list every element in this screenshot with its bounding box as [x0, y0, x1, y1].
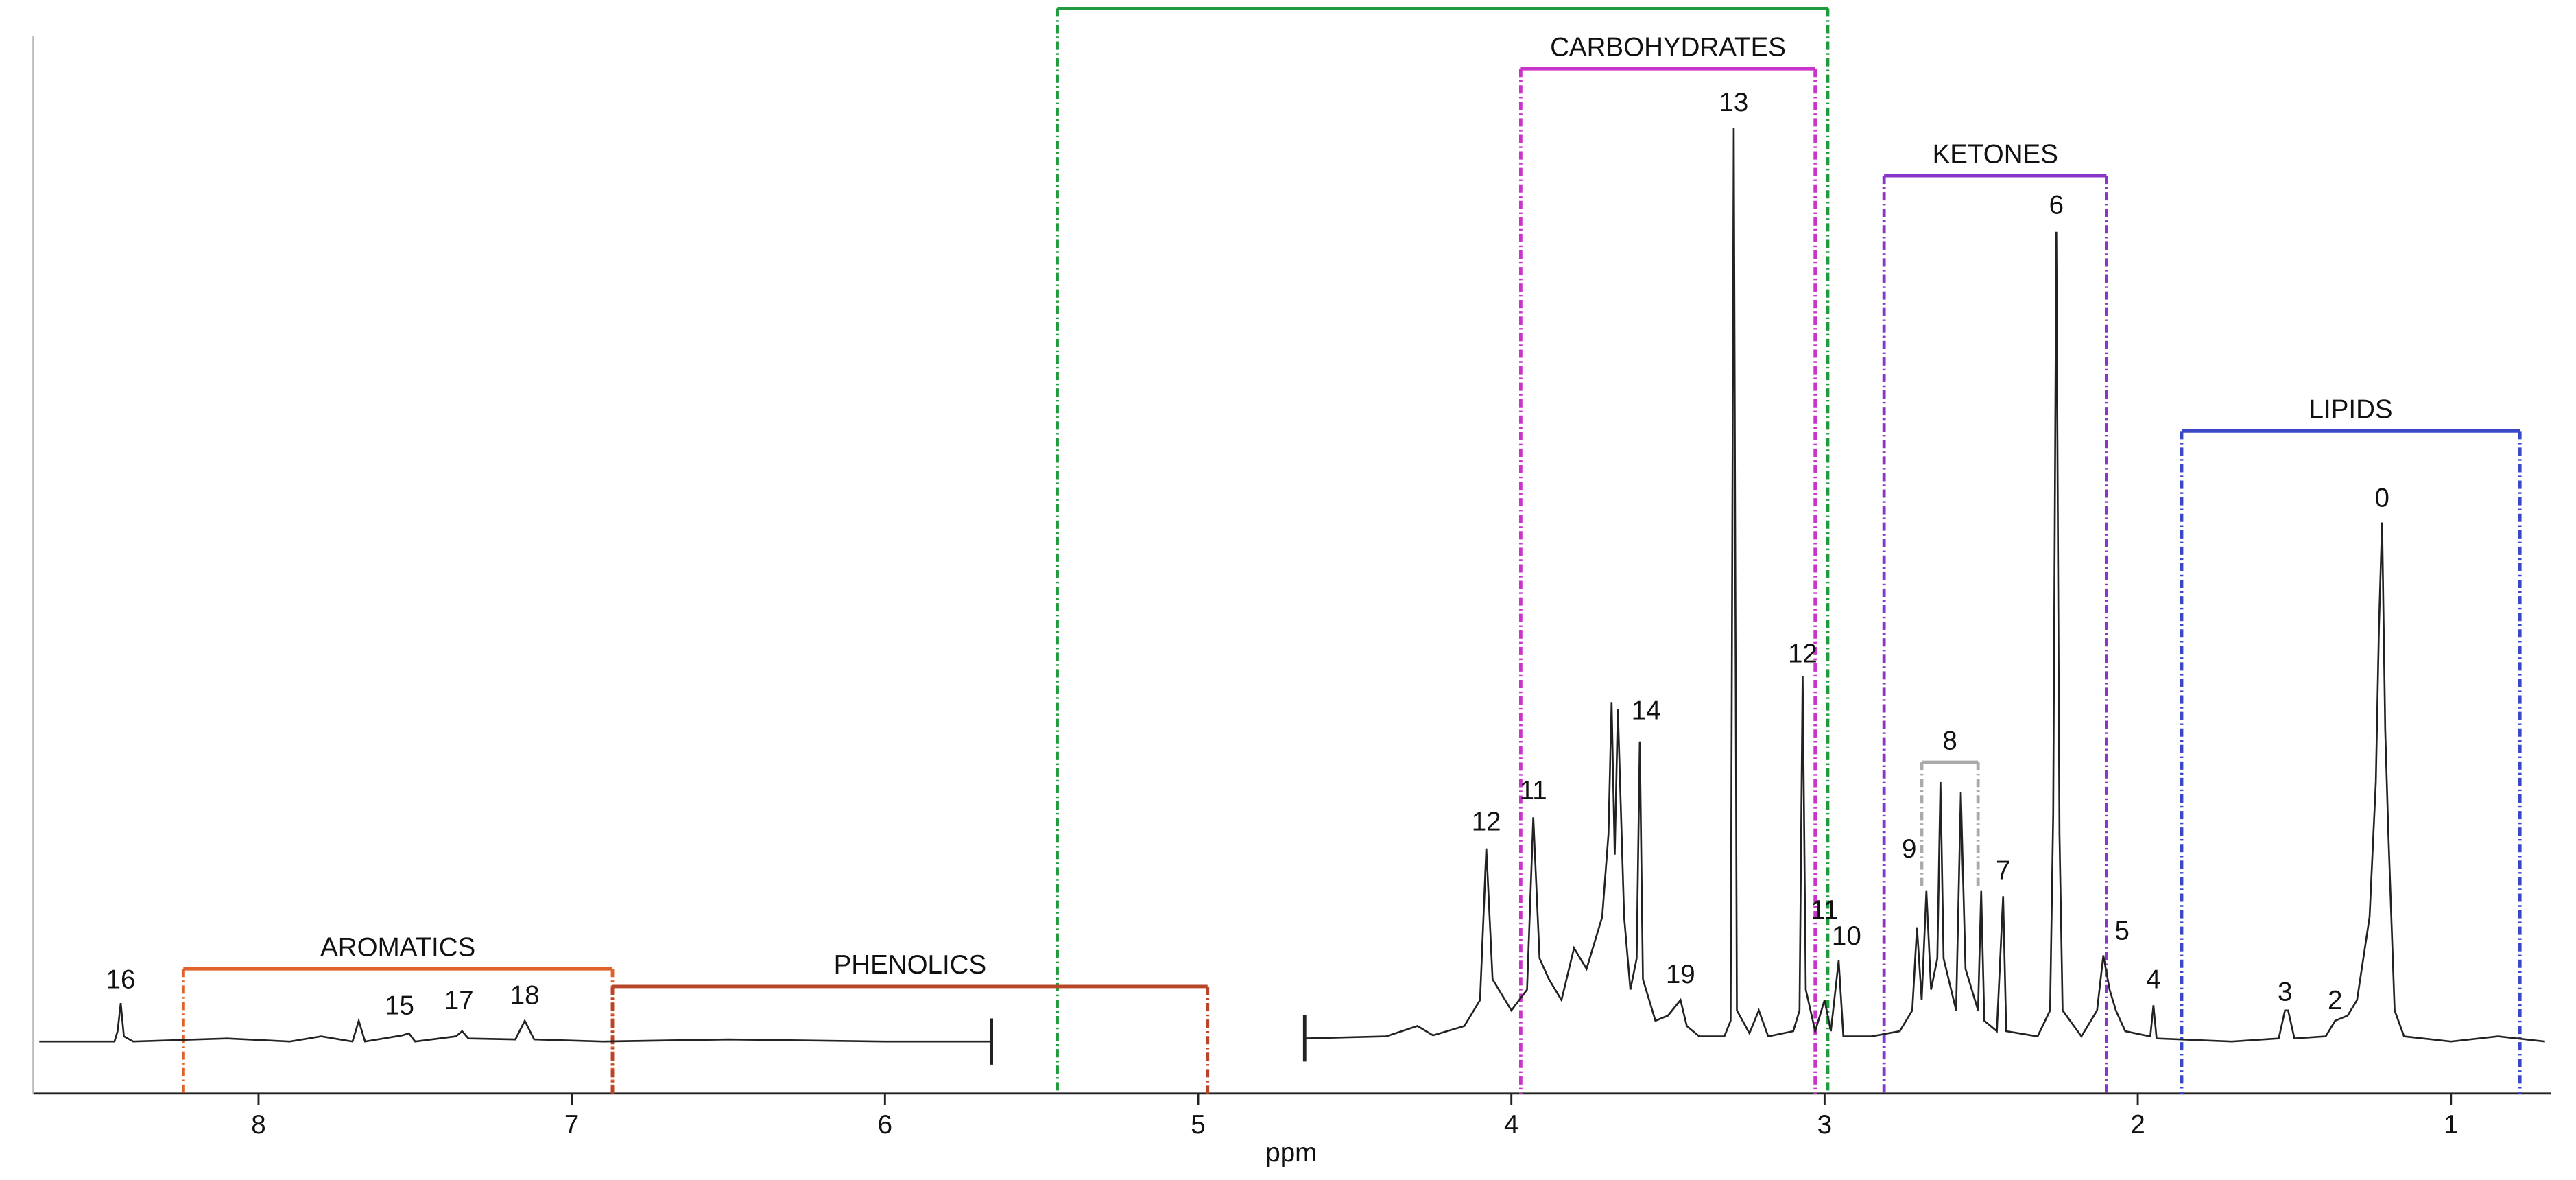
x-tick-label: 6 [878, 1110, 892, 1140]
peak-label: 11 [1811, 895, 1838, 925]
x-tick-label: 2 [2130, 1110, 2145, 1140]
peak-label: 0 [2375, 483, 2389, 512]
peak-label: 6 [2049, 191, 2064, 220]
peak-label: 3 [2278, 978, 2292, 1007]
x-tick-label: 1 [2444, 1110, 2458, 1140]
peak-label: 5 [2115, 916, 2130, 945]
region-label: 8 [1942, 726, 1957, 755]
peak-label: 13 [1719, 88, 1749, 117]
region-label: KETONES [1933, 139, 2058, 169]
x-tick-label: 4 [1504, 1110, 1518, 1140]
x-tick-label: 8 [251, 1110, 265, 1140]
spectrum-line [1304, 128, 2545, 1043]
peak-label: 18 [510, 980, 540, 1010]
peak-label: 14 [1632, 696, 1661, 726]
region-label: AROMATICS [320, 933, 475, 963]
region-label: CARBOHYDRATES [1550, 32, 1786, 62]
x-tick-label: 5 [1191, 1110, 1205, 1140]
region-label: PHENOLICS [834, 950, 987, 980]
spectrum-line [39, 1003, 992, 1043]
peak-label: 12 [1788, 639, 1817, 668]
x-tick-label: 3 [1817, 1110, 1832, 1140]
peak-label: 4 [2146, 965, 2160, 995]
x-tick-label: 7 [564, 1110, 579, 1140]
region-label: AMINES [1392, 0, 1493, 2]
peak-label: 16 [106, 965, 136, 995]
peak-label: 19 [1666, 960, 1695, 989]
x-axis-label: ppm [1265, 1138, 1317, 1168]
peak-label: 9 [1902, 834, 1916, 864]
peak-label: 12 [1472, 807, 1501, 837]
peak-label: 15 [385, 991, 414, 1020]
peak-label: 11 [1520, 776, 1547, 805]
peak-label: 2 [2328, 986, 2342, 1015]
peak-label: 7 [1996, 856, 2010, 886]
peak-label: 10 [1832, 921, 1861, 951]
region-label: LIPIDS [2309, 395, 2393, 425]
peak-label: 17 [444, 986, 474, 1015]
